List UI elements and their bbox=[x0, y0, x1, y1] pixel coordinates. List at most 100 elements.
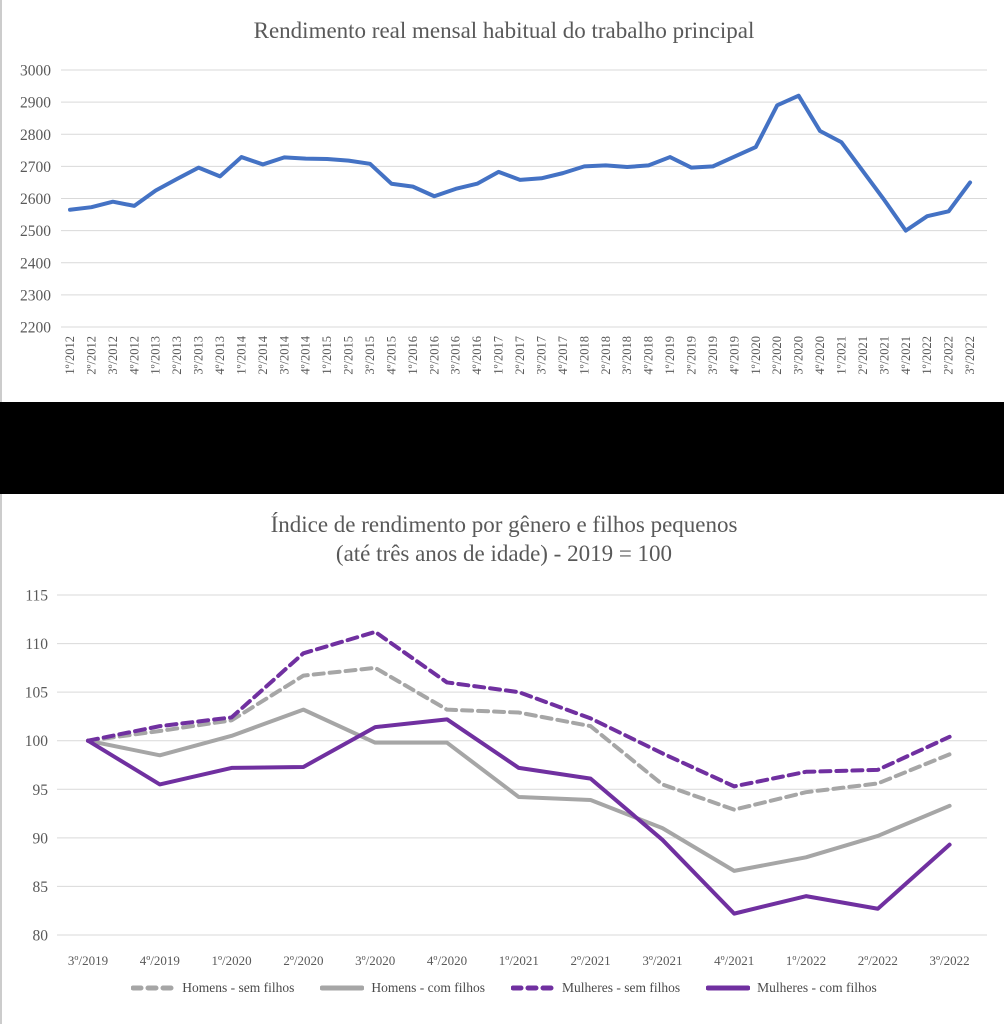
x-tick-label: 4º/2019 bbox=[727, 336, 741, 375]
x-tick-label: 3º/2014 bbox=[277, 335, 291, 374]
x-tick-label: 4º/2017 bbox=[556, 336, 570, 375]
y-tick-label: 90 bbox=[33, 830, 49, 847]
x-tick-label: 2º/2021 bbox=[571, 953, 611, 968]
y-tick-label: 2800 bbox=[20, 127, 51, 144]
y-tick-label: 2500 bbox=[20, 223, 51, 240]
x-tick-label: 2º/2020 bbox=[770, 336, 784, 375]
y-tick-label: 2300 bbox=[20, 287, 51, 304]
chart2-subtitle: (até três anos de idade) - 2019 = 100 bbox=[335, 541, 673, 566]
x-tick-label: 4º/2019 bbox=[140, 953, 180, 968]
chart2-legend: Homens - sem filhos Homens - com filhos … bbox=[2, 980, 1004, 996]
x-tick-label: 4º/2018 bbox=[642, 336, 656, 375]
x-tick-label: 3º/2017 bbox=[534, 336, 548, 375]
x-tick-label: 3º/2020 bbox=[355, 953, 395, 968]
x-tick-label: 1º/2017 bbox=[492, 336, 506, 375]
chart1-plot: 3000 2900 2800 2700 2600 2500 2400 2300 2200 1º/2… bbox=[20, 63, 987, 375]
y-tick-label: 100 bbox=[25, 733, 49, 750]
x-tick-label: 1º/2020 bbox=[749, 336, 763, 375]
y-tick-label: 3000 bbox=[20, 63, 51, 80]
black-redaction-band bbox=[0, 402, 1004, 494]
x-tick-label: 2º/2020 bbox=[283, 953, 323, 968]
x-tick-label: 2º/2012 bbox=[84, 336, 98, 375]
dashed-line-icon bbox=[131, 985, 176, 991]
x-tick-label: 1º/2022 bbox=[920, 336, 934, 375]
y-tick-label: 80 bbox=[33, 928, 49, 945]
x-tick-label: 4º/2020 bbox=[813, 336, 827, 375]
chart1-title: Rendimento real mensal habitual do traba… bbox=[253, 18, 755, 43]
legend-item-homens-sem-filhos: Homens - sem filhos bbox=[131, 980, 294, 996]
x-tick-label: 2º/2017 bbox=[513, 336, 527, 375]
series-line-homens-sem-filhos bbox=[86, 665, 952, 812]
y-tick-label: 110 bbox=[25, 636, 48, 653]
y-tick-label: 105 bbox=[25, 685, 49, 702]
x-tick-label: 3º/2019 bbox=[706, 336, 720, 375]
legend-item-mulheres-sem-filhos: Mulheres - sem filhos bbox=[511, 980, 680, 996]
x-tick-label: 2º/2018 bbox=[599, 336, 613, 375]
x-tick-label: 4º/2020 bbox=[427, 953, 467, 968]
x-tick-label: 1º/2014 bbox=[234, 335, 248, 374]
legend-label: Homens - com filhos bbox=[371, 980, 486, 995]
x-tick-label: 2º/2019 bbox=[684, 336, 698, 375]
series-line-mulheres-com-filhos bbox=[86, 717, 952, 916]
dashed-line-icon bbox=[511, 985, 556, 991]
series-line-rendimento-real-mensal-habitual bbox=[68, 93, 973, 233]
x-tick-label: 3º/2012 bbox=[106, 336, 120, 375]
x-tick-label: 2º/2015 bbox=[342, 336, 356, 375]
x-tick-label: 1º/2019 bbox=[663, 336, 677, 375]
y-tick-label: 2200 bbox=[20, 320, 51, 337]
y-tick-label: 95 bbox=[33, 782, 49, 799]
x-tick-label: 1º/2022 bbox=[786, 953, 826, 968]
x-tick-label: 3º/2022 bbox=[930, 953, 970, 968]
x-tick-label: 4º/2013 bbox=[213, 336, 227, 375]
x-tick-label: 1º/2020 bbox=[212, 953, 252, 968]
x-tick-label: 1º/2021 bbox=[834, 336, 848, 375]
legend-item-mulheres-com-filhos: Mulheres - com filhos bbox=[706, 980, 877, 996]
x-tick-label: 3º/2021 bbox=[642, 953, 682, 968]
legend-item-homens-com-filhos: Homens - com filhos bbox=[320, 980, 485, 996]
x-tick-label: 1º/2016 bbox=[406, 336, 420, 375]
y-tick-label: 85 bbox=[33, 879, 49, 896]
x-tick-label: 4º/2015 bbox=[384, 336, 398, 375]
series-line-mulheres-sem-filhos bbox=[86, 629, 952, 789]
legend-label: Mulheres - com filhos bbox=[757, 980, 877, 995]
legend-label: Homens - sem filhos bbox=[182, 980, 295, 995]
x-tick-label: 3º/2021 bbox=[877, 336, 891, 375]
y-tick-label: 2600 bbox=[20, 191, 51, 208]
x-tick-label: 4º/2016 bbox=[470, 336, 484, 375]
y-tick-label: 2700 bbox=[20, 159, 51, 176]
x-tick-label: 1º/2015 bbox=[320, 336, 334, 375]
x-tick-label: 2º/2013 bbox=[170, 336, 184, 375]
y-tick-label: 115 bbox=[25, 588, 48, 605]
x-tick-label: 2º/2016 bbox=[427, 336, 441, 375]
chart2-title: Índice de rendimento por gênero e filhos… bbox=[270, 512, 738, 537]
x-tick-label: 4º/2014 bbox=[299, 335, 313, 374]
x-tick-label: 3º/2020 bbox=[792, 336, 806, 375]
x-tick-label: 4º/2021 bbox=[899, 336, 913, 375]
solid-line-icon bbox=[320, 985, 365, 991]
series-line-homens-com-filhos bbox=[86, 707, 952, 873]
x-tick-label: 1º/2012 bbox=[63, 336, 77, 375]
x-tick-label: 3º/2022 bbox=[963, 336, 977, 375]
x-tick-label: 2º/2021 bbox=[856, 336, 870, 375]
x-tick-label: 3º/2018 bbox=[620, 336, 634, 375]
chart-rendimento-section: Rendimento real mensal habitual do traba… bbox=[0, 0, 1004, 402]
x-tick-label: 4º/2012 bbox=[127, 336, 141, 375]
chart2-plot: 115 110 105 100 95 90 85 80 3º/2019 4º/2019 1º/202… bbox=[25, 588, 987, 968]
x-tick-label: 3º/2016 bbox=[449, 336, 463, 375]
solid-line-icon bbox=[706, 985, 751, 991]
y-tick-label: 2900 bbox=[20, 95, 51, 112]
x-tick-label: 2º/2022 bbox=[858, 953, 898, 968]
x-tick-label: 1º/2013 bbox=[149, 336, 163, 375]
x-tick-label: 1º/2021 bbox=[499, 953, 539, 968]
x-tick-label: 3º/2019 bbox=[68, 953, 108, 968]
x-tick-label: 1º/2018 bbox=[577, 336, 591, 375]
x-tick-label: 4º/2021 bbox=[714, 953, 754, 968]
chart-indice-section: Índice de rendimento por gênero e filhos… bbox=[0, 494, 1004, 1024]
x-tick-label: 3º/2013 bbox=[192, 336, 206, 375]
x-tick-label: 3º/2015 bbox=[363, 336, 377, 375]
y-tick-label: 2400 bbox=[20, 255, 51, 272]
legend-label: Mulheres - sem filhos bbox=[562, 980, 681, 995]
x-tick-label: 2º/2014 bbox=[256, 335, 270, 374]
x-tick-label: 2º/2022 bbox=[942, 336, 956, 375]
